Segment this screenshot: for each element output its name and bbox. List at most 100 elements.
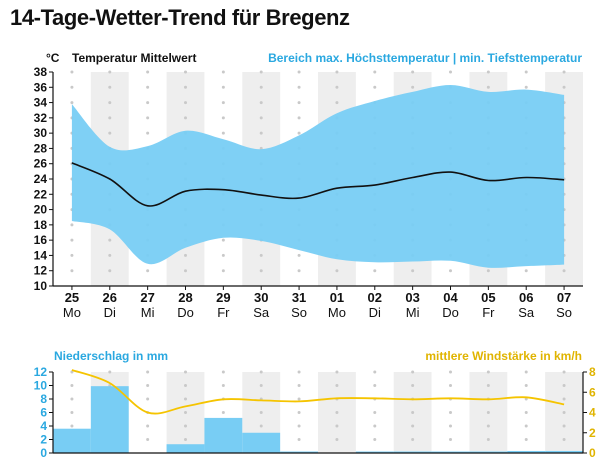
x-tick-weekday: Sa	[518, 305, 535, 320]
x-tick-day: 31	[292, 290, 306, 305]
temp-y-tick-label: 34	[34, 96, 48, 110]
grid-dot	[184, 70, 187, 74]
grid-dot	[297, 269, 301, 273]
grid-dot	[70, 70, 74, 74]
precip-bar	[166, 444, 205, 453]
x-tick-day: 04	[443, 290, 458, 305]
temp-y-tick-label: 26	[34, 157, 48, 171]
grid-dot	[411, 424, 415, 428]
grid-dot	[373, 85, 377, 89]
temp-y-tick-label: 18	[34, 218, 48, 232]
grid-dot	[184, 397, 187, 401]
grid-dot	[335, 101, 339, 105]
grid-dot	[449, 370, 452, 374]
grid-dot	[184, 116, 187, 120]
grid-dot	[297, 131, 301, 135]
grid-dot	[411, 411, 415, 414]
precip-bar	[393, 451, 432, 453]
x-tick-day: 26	[103, 290, 117, 305]
grid-dot	[373, 370, 377, 374]
grid-dot	[70, 101, 74, 105]
grid-dot	[70, 223, 74, 227]
x-tick-weekday: Mo	[328, 305, 346, 320]
precip-y-tick-label: 12	[34, 365, 48, 379]
x-tick-day: 27	[140, 290, 154, 305]
grid-dot	[411, 269, 415, 273]
temp-y-tick-label: 28	[34, 141, 48, 155]
grid-dot	[411, 384, 415, 387]
grid-dot	[486, 384, 490, 387]
grid-dot	[259, 85, 263, 89]
grid-dot	[184, 101, 187, 105]
precip-bar	[242, 432, 281, 453]
temp-y-tick-label: 38	[34, 65, 48, 79]
grid-dot	[259, 253, 263, 257]
grid-dot	[184, 384, 187, 387]
grid-dot	[373, 411, 377, 414]
grid-dot	[335, 370, 339, 374]
mean-temperature-line	[71, 162, 565, 207]
grid-dot	[221, 411, 225, 414]
grid-dot	[297, 438, 301, 441]
grid-dot	[108, 370, 112, 374]
grid-dot	[562, 269, 566, 273]
precip-y-tick-label: 6	[40, 406, 47, 420]
grid-dot	[108, 238, 112, 242]
grid-dot	[335, 269, 339, 273]
x-tick-day: 07	[557, 290, 571, 305]
grid-dot	[297, 101, 301, 105]
x-tick-day: 02	[368, 290, 382, 305]
grid-dot	[221, 131, 225, 135]
x-tick-weekday: Fr	[482, 305, 495, 320]
grid-dot	[259, 384, 263, 387]
grid-dot	[259, 269, 263, 273]
temp-y-tick-label: 22	[34, 187, 48, 201]
grid-dot	[486, 438, 490, 441]
grid-dot	[335, 384, 339, 387]
grid-dot	[373, 438, 377, 441]
grid-dot	[146, 397, 150, 401]
grid-dot	[486, 269, 490, 273]
grid-dot	[486, 70, 490, 74]
grid-dot	[562, 424, 566, 428]
grid-dot	[297, 397, 301, 401]
grid-dot	[259, 424, 263, 428]
grid-dot	[221, 238, 225, 242]
grid-dot	[108, 253, 112, 257]
grid-dot	[221, 370, 225, 374]
grid-dot	[486, 85, 490, 89]
grid-dot	[449, 424, 452, 428]
x-tick-weekday: Fr	[217, 305, 230, 320]
grid-dot	[70, 424, 74, 428]
temp-y-tick-label: 36	[34, 80, 48, 94]
grid-dot	[297, 370, 301, 374]
precip-y-tick-label: 8	[40, 392, 47, 406]
grid-dot	[259, 370, 263, 374]
precip-bar	[280, 451, 318, 453]
x-tick-day: 28	[178, 290, 192, 305]
temp-unit-label: °C	[46, 51, 60, 65]
grid-dot	[70, 269, 74, 273]
grid-dot	[221, 70, 225, 74]
grid-dot	[146, 116, 150, 120]
grid-dot	[373, 424, 377, 428]
grid-dot	[221, 101, 225, 105]
grid-dot	[70, 85, 74, 89]
grid-dot	[259, 411, 263, 414]
grid-dot	[184, 253, 187, 257]
grid-dot	[297, 85, 301, 89]
grid-dot	[70, 370, 74, 374]
grid-dot	[184, 85, 187, 89]
grid-dot	[562, 85, 566, 89]
grid-dot	[562, 438, 566, 441]
grid-dot	[524, 269, 528, 273]
grid-dot	[184, 370, 187, 374]
grid-dot	[146, 101, 150, 105]
grid-dot	[108, 70, 112, 74]
wind-y-tick-label: 8	[589, 365, 596, 379]
grid-dot	[221, 269, 225, 273]
grid-dot	[373, 384, 377, 387]
grid-dot	[184, 438, 187, 441]
